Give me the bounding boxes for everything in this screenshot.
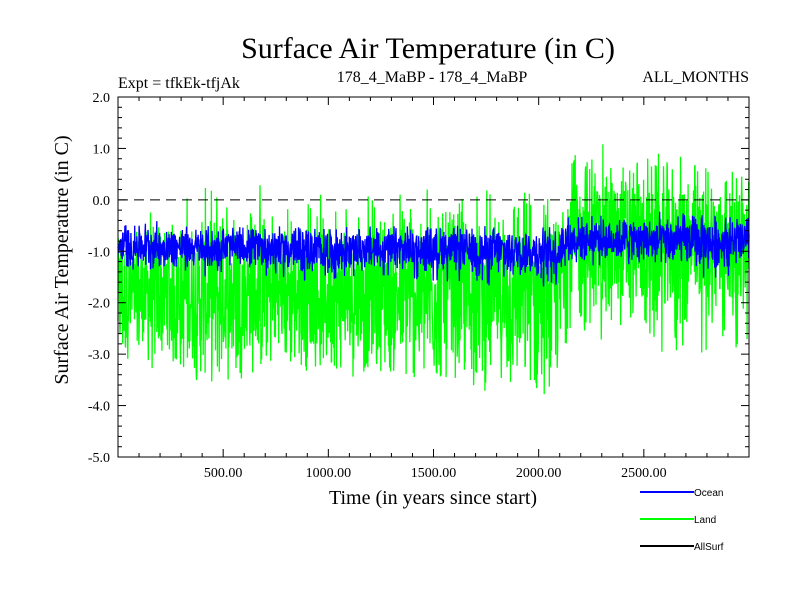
y-tick-label: -1.0: [88, 245, 110, 260]
legend-label-allsurf: AllSurf: [694, 542, 724, 553]
y-tick-label: 0.0: [93, 194, 111, 209]
y-axis-label: Surface Air Temperature (in C): [51, 135, 73, 384]
x-tick-label: 500.00: [204, 466, 243, 481]
chart-subtitle-left: Expt = tfkEk-tfjAk: [118, 75, 240, 92]
y-tick-label: 2.0: [93, 91, 111, 106]
x-tick-label: 2000.00: [516, 466, 562, 481]
y-tick-label: 1.0: [93, 142, 111, 157]
axes: 500.00 1000.00 1500.00 2000.00 2500.00 2.0 1.0…: [88, 91, 750, 481]
x-tick-label: 2500.00: [621, 466, 667, 481]
legend-label-land: Land: [694, 515, 716, 526]
chart-title: Surface Air Temperature (in C): [241, 32, 615, 65]
y-tick-label: -2.0: [88, 297, 110, 312]
chart-subtitle-right: ALL_MONTHS: [642, 69, 749, 86]
y-tick-label: -4.0: [88, 400, 110, 415]
y-tick-label: -5.0: [88, 451, 110, 466]
legend-label-ocean: Ocean: [694, 488, 723, 499]
x-tick-label: 1500.00: [411, 466, 457, 481]
x-axis-label: Time (in years since start): [329, 487, 537, 509]
series-line-ocean: [117, 211, 750, 287]
plot-area: [117, 144, 750, 395]
legend: Ocean Land AllSurf: [640, 488, 724, 553]
y-tick-label: -3.0: [88, 348, 110, 363]
x-tick-label: 1000.00: [306, 466, 352, 481]
chart-subtitle-center: 178_4_MaBP - 178_4_MaBP: [337, 69, 528, 86]
